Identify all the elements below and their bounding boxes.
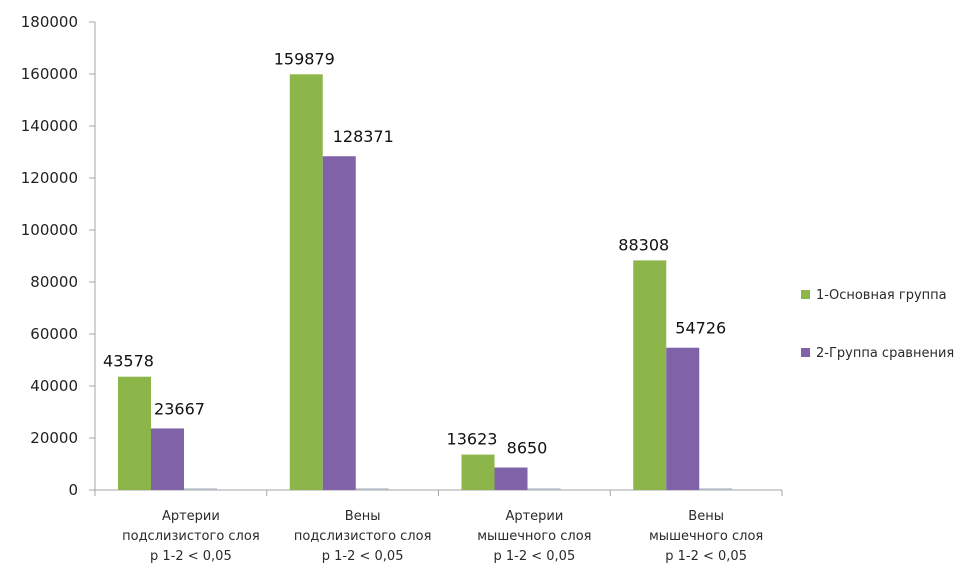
empty-series-stub — [699, 488, 733, 490]
empty-series-stub — [355, 488, 389, 490]
bar-comparison-group — [666, 347, 700, 490]
bars — [118, 74, 733, 490]
x-category-label: p 1-2 < 0,05 — [494, 549, 576, 564]
data-label: 43578 — [103, 352, 154, 371]
bar-comparison-group — [494, 467, 528, 490]
y-tick-label: 100000 — [21, 221, 78, 239]
bar-main-group — [461, 454, 495, 490]
legend-label: 2-Группа сравнения — [816, 346, 954, 361]
x-category-label: p 1-2 < 0,05 — [150, 549, 232, 564]
x-category-label: p 1-2 < 0,05 — [665, 549, 747, 564]
data-label: 13623 — [447, 430, 498, 449]
x-category-label: мышечного слоя — [649, 529, 763, 544]
bar-main-group — [289, 74, 323, 490]
y-tick-label: 120000 — [21, 169, 78, 187]
legend: 1-Основная группа 2-Группа сравнения — [801, 288, 954, 361]
data-label: 8650 — [507, 439, 548, 458]
x-category-label: Артерии — [505, 509, 563, 524]
empty-series-stub — [527, 488, 561, 490]
legend-label: 1-Основная группа — [816, 288, 947, 303]
x-category-label: подслизистого слоя — [122, 529, 260, 544]
y-tick-label: 40000 — [30, 377, 78, 395]
data-label: 128371 — [333, 127, 394, 146]
legend-swatch — [801, 348, 810, 357]
bar-main-group — [118, 376, 151, 490]
bar-main-group — [633, 260, 667, 490]
data-label: 88308 — [618, 235, 669, 254]
y-tick-label: 20000 — [30, 429, 78, 447]
x-category-label: Вены — [688, 509, 724, 524]
bar-comparison-group — [322, 156, 356, 490]
empty-series-stub — [184, 488, 217, 490]
data-label: 159879 — [274, 49, 335, 68]
y-tick-label: 60000 — [30, 325, 78, 343]
y-axis: 0 20000 40000 60000 80000 100000 120000 140000 1… — [21, 13, 96, 499]
legend-swatch — [801, 290, 810, 299]
x-category-label: подслизистого слоя — [294, 529, 432, 544]
bar-comparison-group — [151, 428, 184, 490]
x-category-label: Вены — [345, 509, 381, 524]
x-axis — [94, 489, 783, 496]
y-tick-label: 80000 — [30, 273, 78, 291]
y-tick-label: 180000 — [21, 13, 78, 31]
y-tick-label: 160000 — [21, 65, 78, 83]
x-category-label: мышечного слоя — [477, 529, 591, 544]
x-category-label: p 1-2 < 0,05 — [322, 549, 404, 564]
y-tick-label: 0 — [68, 481, 78, 499]
data-label: 23667 — [154, 399, 205, 418]
data-label: 54726 — [675, 319, 726, 338]
x-category-label: Артерии — [162, 509, 220, 524]
y-tick-label: 140000 — [21, 117, 78, 135]
category-labels: Артерии подслизистого слоя p 1-2 < 0,05 Вен… — [122, 509, 763, 564]
data-labels: 43578 23667 159879 128371 13623 8650 88308 5472… — [103, 49, 726, 457]
